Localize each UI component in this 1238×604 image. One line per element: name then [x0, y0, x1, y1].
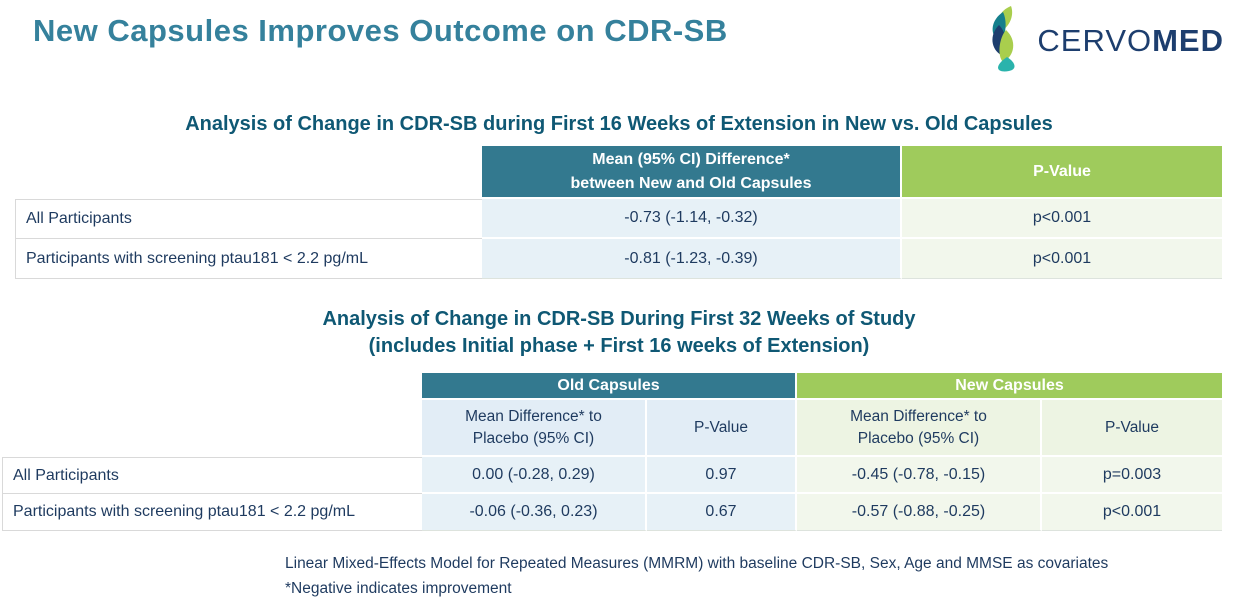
- table2-row-label: Participants with screening ptau181 < 2.…: [2, 494, 422, 531]
- logo-wordmark: CERVOMED: [1037, 23, 1224, 59]
- table2-row-label: All Participants: [2, 457, 422, 494]
- subheader-mean-line2: Placebo (95% CI): [857, 429, 980, 447]
- table1-header-pvalue: P-Value: [902, 146, 1222, 199]
- table2-row-new-pvalue: p=0.003: [1042, 457, 1222, 494]
- subheader-mean-line1: Mean Difference* to: [850, 407, 987, 425]
- table2-subheader-old-pvalue: P-Value: [647, 400, 797, 457]
- footnotes: Linear Mixed-Effects Model for Repeated …: [285, 551, 1108, 601]
- subheader-mean-line2: Placebo (95% CI): [472, 429, 595, 447]
- table2-corner-cell: [2, 373, 422, 400]
- page-title: New Capsules Improves Outcome on CDR-SB: [33, 13, 728, 48]
- table2-subheader-spacer: [2, 400, 422, 457]
- table2-row-old-pvalue: 0.67: [647, 494, 797, 531]
- table2-title: Analysis of Change in CDR-SB During Firs…: [0, 306, 1238, 360]
- table2-group-new-capsules: New Capsules: [797, 373, 1222, 400]
- logo-text-bold: MED: [1152, 22, 1224, 58]
- table1-row-pvalue: p<0.001: [902, 199, 1222, 239]
- table2-subheader-new-pvalue: P-Value: [1042, 400, 1222, 457]
- table2-row-new-pvalue: p<0.001: [1042, 494, 1222, 531]
- table1-title: Analysis of Change in CDR-SB during Firs…: [185, 113, 1053, 135]
- table-study-32-weeks: Old Capsules New Capsules Mean Differenc…: [2, 373, 1222, 531]
- footnote-model: Linear Mixed-Effects Model for Repeated …: [285, 555, 1109, 572]
- table-extension-16-weeks: Mean (95% CI) Difference* between New an…: [15, 146, 1222, 279]
- table1-header-mean-line1: Mean (95% CI) Difference*: [592, 150, 790, 168]
- table1-header-mean: Mean (95% CI) Difference* between New an…: [482, 146, 902, 199]
- table2-row-old-mean: -0.06 (-0.36, 0.23): [422, 494, 647, 531]
- table2-title-line2: (includes Initial phase + First 16 weeks…: [368, 335, 870, 357]
- table1-corner-cell: [15, 146, 482, 199]
- table2-title-line1: Analysis of Change in CDR-SB During Firs…: [322, 308, 916, 330]
- table2-subheader-new-mean: Mean Difference* to Placebo (95% CI): [797, 400, 1042, 457]
- table2-row-old-pvalue: 0.97: [647, 457, 797, 494]
- table2-subheader-old-mean: Mean Difference* to Placebo (95% CI): [422, 400, 647, 457]
- table2-row-new-mean: -0.45 (-0.78, -0.15): [797, 457, 1042, 494]
- table1-row-mean: -0.81 (-1.23, -0.39): [482, 239, 902, 279]
- table1-row-label: Participants with screening ptau181 < 2.…: [15, 239, 482, 279]
- table2-row-new-mean: -0.57 (-0.88, -0.25): [797, 494, 1042, 531]
- table1-row-label: All Participants: [15, 199, 482, 239]
- table1-row-pvalue: p<0.001: [902, 239, 1222, 279]
- subheader-mean-line1: Mean Difference* to: [465, 407, 602, 425]
- cervomed-logo: CERVOMED: [978, 4, 1224, 77]
- table1-row-mean: -0.73 (-1.14, -0.32): [482, 199, 902, 239]
- footnote-negative: *Negative indicates improvement: [285, 580, 512, 597]
- seahorse-logo-icon: [978, 4, 1030, 77]
- table1-header-mean-line2: between New and Old Capsules: [570, 174, 812, 192]
- logo-text-regular: CERVO: [1037, 22, 1153, 58]
- table2-group-old-capsules: Old Capsules: [422, 373, 797, 400]
- table2-row-old-mean: 0.00 (-0.28, 0.29): [422, 457, 647, 494]
